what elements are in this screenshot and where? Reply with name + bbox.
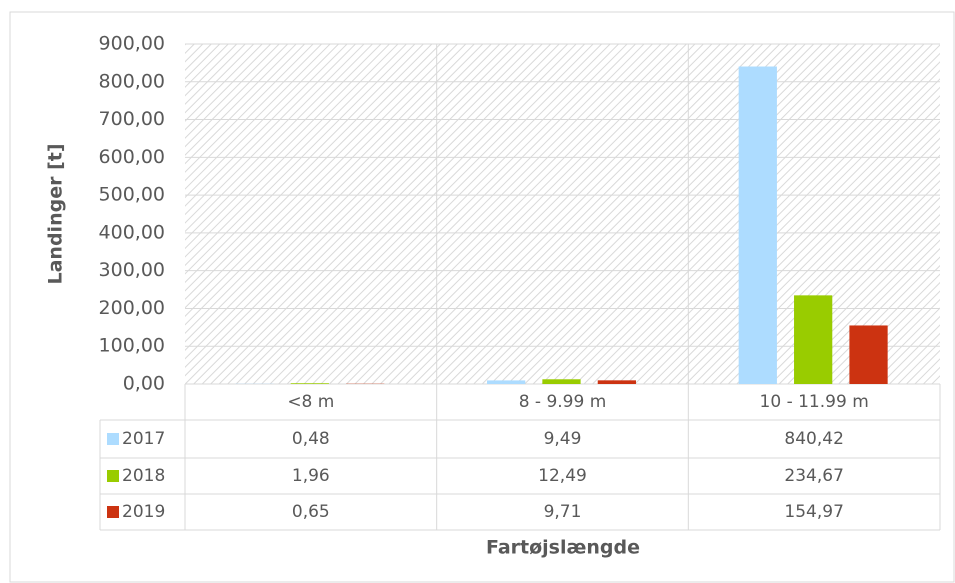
x-tick-label: <8 m [287,392,334,412]
bar [290,383,329,384]
legend-label: 2019 [122,502,165,522]
bar [794,295,833,384]
table-cell: 9,49 [544,429,582,449]
bar [738,66,777,385]
y-axis-title: Landinger [t] [45,143,67,284]
table-cell: 234,67 [784,466,843,486]
bar [849,325,888,384]
legend-swatch [107,470,119,482]
legend-label: 2018 [122,466,165,486]
bar [597,380,636,384]
bar [487,380,526,384]
y-tick-label: 900,00 [99,33,165,55]
table-cell: 0,65 [292,502,330,522]
y-tick-label: 800,00 [99,70,165,92]
table-cell: 9,71 [544,502,582,522]
table-cell: 0,48 [292,429,330,449]
y-tick-label: 700,00 [99,108,165,130]
legend-swatch [107,506,119,518]
x-tick-label: 10 - 11.99 m [760,392,869,412]
table-cell: 840,42 [784,429,843,449]
y-tick-label: 600,00 [99,146,165,168]
legend-label: 2017 [122,429,165,449]
table-cell: 1,96 [292,466,330,486]
y-tick-label: 300,00 [99,259,165,281]
y-tick-label: 400,00 [99,221,165,243]
legend-swatch [107,433,119,445]
table-cell: 154,97 [784,502,843,522]
x-tick-label: 8 - 9.99 m [519,392,607,412]
y-tick-label: 0,00 [123,373,165,395]
y-tick-label: 500,00 [99,184,165,206]
x-axis-title: Fartøjslængde [486,537,640,559]
y-tick-label: 200,00 [99,297,165,319]
bar [542,379,581,384]
y-tick-label: 100,00 [99,335,165,357]
table-cell: 12,49 [538,466,587,486]
